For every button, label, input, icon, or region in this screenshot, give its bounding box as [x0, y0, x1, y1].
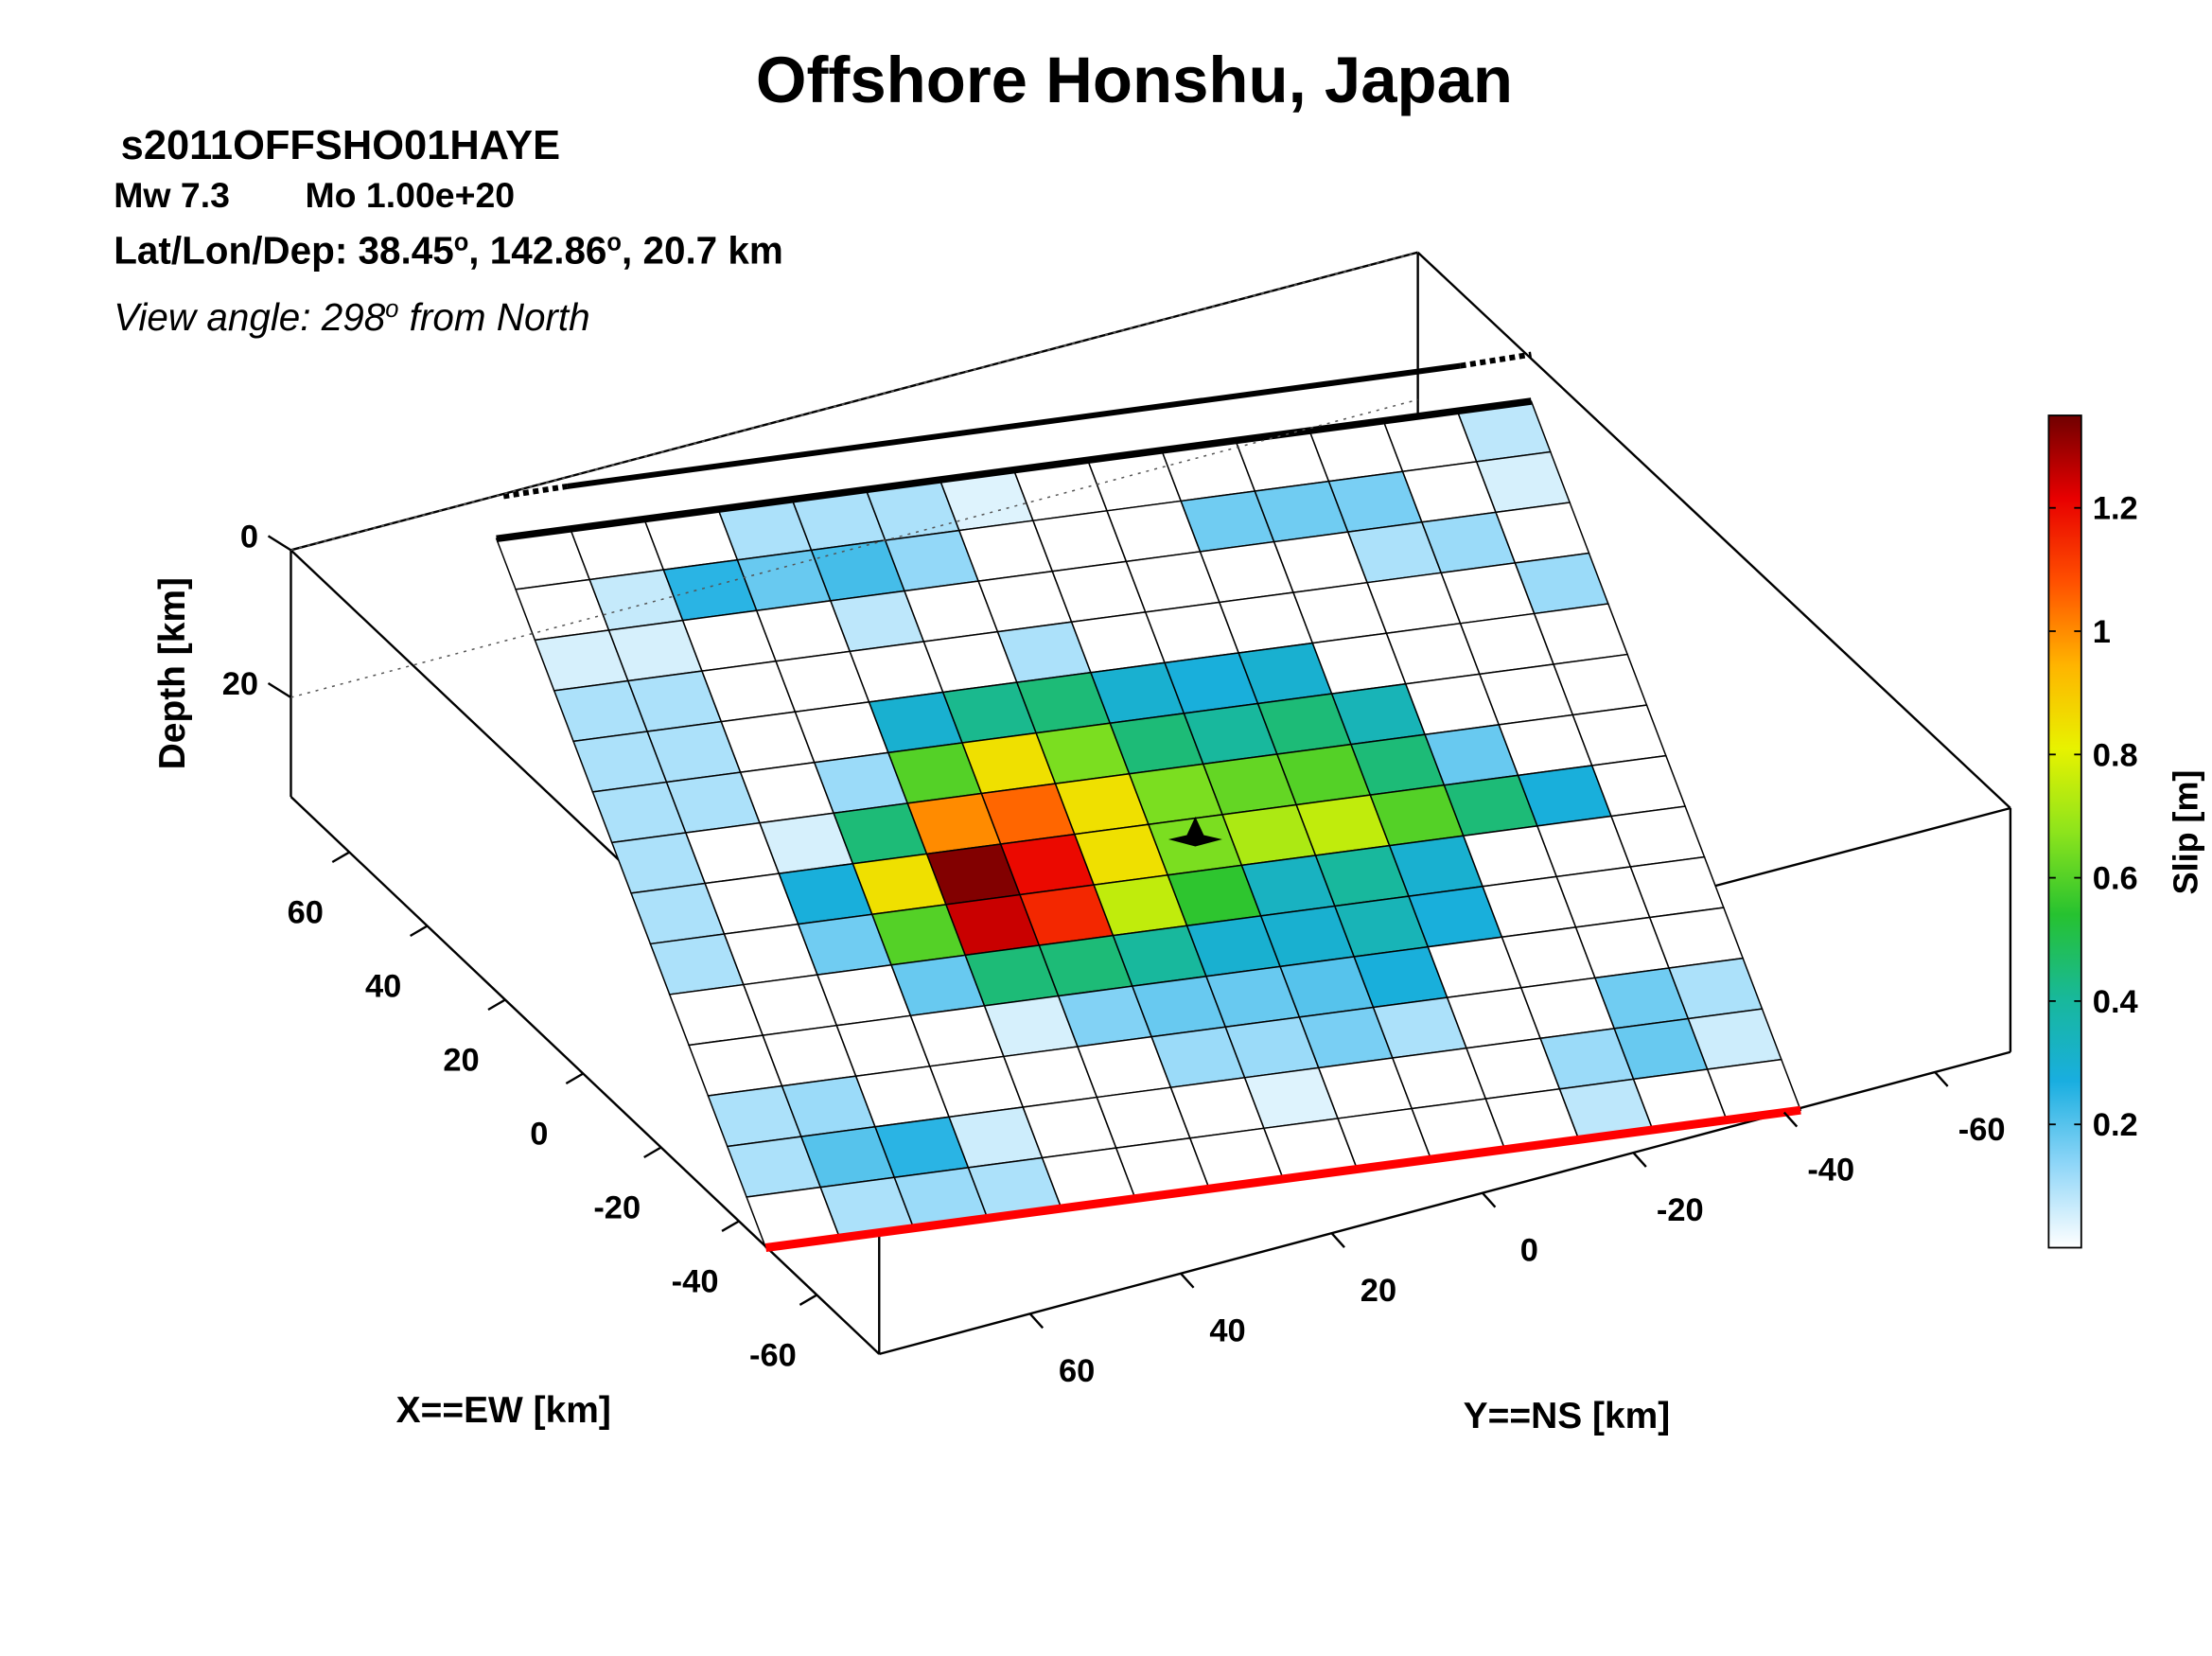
magnitude: Mw 7.3	[114, 175, 230, 215]
y-tick-label: 40	[1209, 1313, 1245, 1349]
y-tick-label: -60	[1958, 1112, 2006, 1148]
z-tick	[267, 535, 292, 552]
y-tick-label: -40	[1807, 1152, 1854, 1188]
y-tick	[1180, 1272, 1195, 1289]
trace	[567, 362, 1461, 489]
y-tick-label: -20	[1657, 1192, 1704, 1228]
x-tick-label: 20	[443, 1042, 479, 1078]
x-tick-label: -60	[749, 1337, 797, 1373]
text-part: Lat/Lon/Dep: 38.45	[114, 229, 454, 273]
x-tick	[721, 1220, 740, 1233]
x-tick	[487, 998, 506, 1012]
x-tick-label: -40	[672, 1263, 719, 1299]
hypocenter	[1167, 817, 1222, 847]
trace-dotted	[502, 483, 569, 500]
colorbar-tick-label: 0.8	[2093, 737, 2138, 773]
text-part: o	[454, 230, 469, 256]
trace-dotted	[1460, 351, 1532, 369]
colorbar-tick-label: 1.2	[2093, 491, 2138, 527]
y-axis-label: Y==NS [km]	[1464, 1396, 1671, 1436]
x-tick	[799, 1294, 817, 1306]
text-part: , 142.86	[468, 229, 606, 273]
x-axis-label: X==EW [km]	[396, 1390, 611, 1431]
colorbar-tick-label: 0.6	[2093, 861, 2138, 897]
fault-plane	[495, 400, 1802, 1249]
fault-bottom-edge	[764, 1105, 1801, 1252]
event-id: s2011OFFSHO01HAYE	[121, 123, 560, 168]
y-tick-label: 0	[1520, 1233, 1538, 1269]
colorbar	[2047, 414, 2082, 1249]
y-tick	[1482, 1191, 1497, 1208]
z-grid-line	[290, 398, 1418, 698]
x-tick-label: 40	[365, 968, 401, 1004]
location: Lat/Lon/Dep: 38.45o, 142.86o, 20.7 km	[114, 229, 783, 273]
x-tick	[643, 1146, 662, 1159]
x-tick	[410, 925, 429, 938]
text-part: View angle: 298	[114, 295, 386, 339]
y-tick	[1028, 1312, 1045, 1330]
x-tick-label: 0	[530, 1116, 548, 1152]
x-tick-label: -20	[593, 1189, 641, 1225]
z-tick	[267, 681, 292, 698]
z-tick-label: 20	[222, 666, 258, 702]
y-tick-label: 60	[1059, 1353, 1095, 1389]
z-grid-line	[290, 251, 1418, 552]
fault-traces	[496, 351, 1801, 1252]
text-part: from North	[398, 295, 589, 339]
x-tick	[565, 1072, 584, 1085]
y-tick	[1934, 1071, 1949, 1087]
y-tick	[1632, 1152, 1647, 1168]
fault-top-edge	[496, 397, 1532, 543]
colorbar-label: Slip [m]	[2167, 770, 2205, 895]
text-part: o	[385, 296, 398, 323]
colorbar-tick-label: 0.4	[2093, 984, 2138, 1020]
text-part: o	[606, 230, 622, 256]
y-tick-label: 20	[1361, 1273, 1396, 1309]
chart-title: Offshore Honshu, Japan	[756, 44, 1513, 116]
z-tick-label: 0	[240, 519, 258, 555]
moment: Mo 1.00e+20	[305, 175, 515, 215]
text-part: , 20.7 km	[622, 229, 783, 273]
x-tick-label: 60	[288, 894, 324, 930]
colorbar-tick-label: 0.2	[2093, 1107, 2138, 1143]
colorbar-tick-label: 1	[2093, 614, 2111, 650]
y-tick	[1782, 1111, 1799, 1128]
z-axis-label: Depth [km]	[152, 577, 193, 769]
x-tick	[331, 851, 350, 864]
view-angle: View angle: 298o from North	[114, 295, 589, 339]
y-tick	[1330, 1232, 1345, 1248]
